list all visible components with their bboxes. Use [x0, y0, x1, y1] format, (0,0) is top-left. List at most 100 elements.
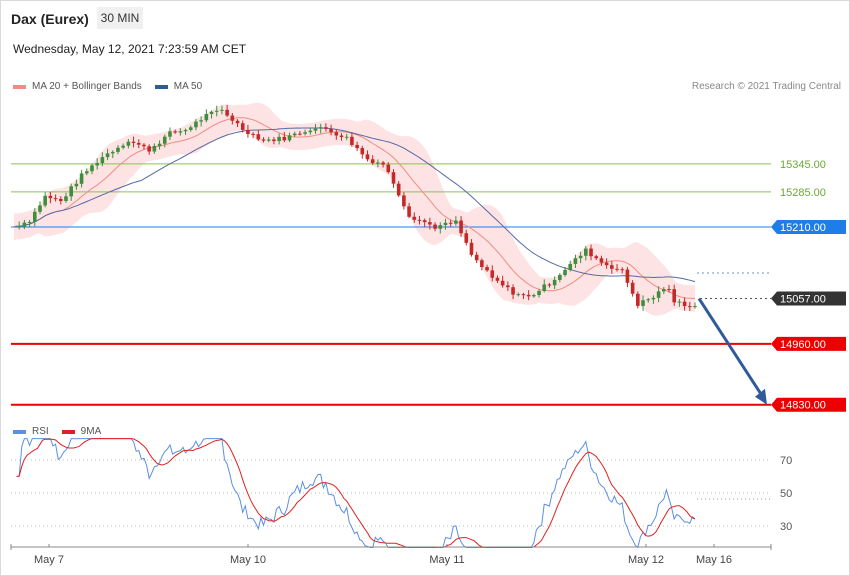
candle-body	[287, 135, 292, 141]
candle-body	[69, 186, 73, 197]
rsi-ma-legend-label: 9MA	[80, 426, 102, 437]
level-tag-5	[771, 397, 846, 412]
candle-body	[147, 146, 151, 152]
ma20-line	[13, 117, 696, 300]
candle-body	[84, 171, 89, 174]
level-label-2: 15210.00	[780, 222, 826, 234]
candle-body	[152, 145, 157, 152]
candle-body	[428, 222, 432, 225]
candle-body	[402, 195, 406, 207]
candle-body	[464, 233, 469, 243]
rsi-tick-label: 30	[780, 521, 792, 533]
candle-body	[38, 205, 42, 212]
candle-body	[563, 270, 567, 276]
candle-body	[100, 157, 105, 164]
rsi-legend: RSI 9MA	[13, 426, 114, 437]
candle-body	[225, 109, 229, 116]
level-label-4: 14960.00	[780, 339, 826, 351]
candle-body	[584, 248, 588, 256]
candle-body	[240, 123, 245, 130]
candle-body	[469, 242, 474, 255]
candle-body	[422, 220, 427, 223]
candle-body	[376, 162, 380, 164]
candle-body	[677, 301, 682, 303]
candle-body	[693, 306, 697, 308]
candle-body	[490, 270, 495, 278]
candle-body	[610, 265, 614, 269]
candle-body	[558, 275, 562, 280]
candle-body	[318, 127, 323, 129]
x-axis-label: May 12	[628, 554, 664, 566]
candle-body	[589, 248, 593, 257]
candle-body	[126, 141, 131, 146]
candle-body	[298, 133, 302, 135]
candle-body	[641, 300, 645, 306]
candle-body	[433, 224, 437, 229]
candle-body	[615, 268, 619, 270]
candle-body	[74, 183, 79, 187]
level-label-1: 15285.00	[780, 187, 826, 199]
timeframe-badge[interactable]: 30 MIN	[97, 7, 143, 29]
candle-body	[391, 172, 396, 184]
forecast-arrow-shaft	[697, 297, 766, 400]
ma50-legend-label: MA 50	[173, 81, 203, 92]
ma50-line	[13, 127, 696, 283]
ma20-legend-label: MA 20 + Bollinger Bands	[32, 81, 142, 92]
candle-body	[266, 139, 271, 141]
main-legend: MA 20 + Bollinger Bands MA 50	[13, 81, 215, 92]
x-axis-label: May 7	[34, 554, 64, 566]
level-label-0: 15345.00	[780, 159, 826, 171]
candle-body	[256, 134, 261, 140]
candle-body	[64, 196, 68, 201]
candle-body	[17, 226, 21, 228]
candle-body	[386, 164, 391, 173]
candle-body	[162, 136, 167, 144]
candle-body	[625, 269, 630, 283]
candle-body	[599, 258, 604, 263]
candle-body	[370, 159, 375, 164]
candle-body	[365, 154, 370, 160]
candle-body	[209, 111, 214, 115]
candle-body	[168, 131, 172, 137]
research-credit: Research © 2021 Trading Central	[691, 81, 841, 92]
candle-body	[58, 198, 63, 201]
candle-body	[194, 121, 198, 128]
candle-body	[480, 260, 484, 268]
candle-body	[360, 148, 365, 155]
candle-body	[277, 136, 281, 142]
candle-body	[32, 211, 37, 222]
candle-body	[620, 269, 625, 271]
rsi-swatch	[13, 429, 26, 434]
candle-body	[500, 280, 505, 286]
chart-datetime: Wednesday, May 12, 2021 7:23:59 AM CET	[13, 42, 247, 56]
forecast-arrow-head	[755, 388, 767, 405]
candle-body	[350, 136, 354, 145]
candle-body	[438, 225, 443, 229]
rsi-ma-line	[16, 438, 696, 548]
candle-body	[443, 222, 448, 226]
candle-body	[105, 153, 110, 158]
candle-body	[48, 195, 53, 199]
candle-body	[688, 306, 692, 308]
candle-body	[537, 291, 541, 296]
candle-body	[594, 256, 599, 259]
candle-body	[199, 120, 203, 122]
candle-body	[43, 195, 47, 206]
candle-body	[136, 142, 141, 145]
candle-body	[303, 132, 307, 134]
candle-body	[261, 139, 266, 141]
candle-body	[485, 267, 489, 271]
candle-body	[646, 299, 651, 301]
rsi-tick-label: 70	[780, 455, 792, 467]
candle-body	[292, 133, 297, 136]
candle-body	[308, 130, 313, 133]
level-tag-4	[771, 336, 846, 351]
candle-body	[542, 284, 547, 292]
rsi-tick-label: 50	[780, 488, 792, 500]
candle-body	[214, 110, 219, 112]
level-label-3: 15057.00	[780, 294, 826, 306]
level-tag-2	[771, 220, 846, 234]
candle-body	[396, 183, 401, 196]
candle-body	[521, 294, 526, 296]
